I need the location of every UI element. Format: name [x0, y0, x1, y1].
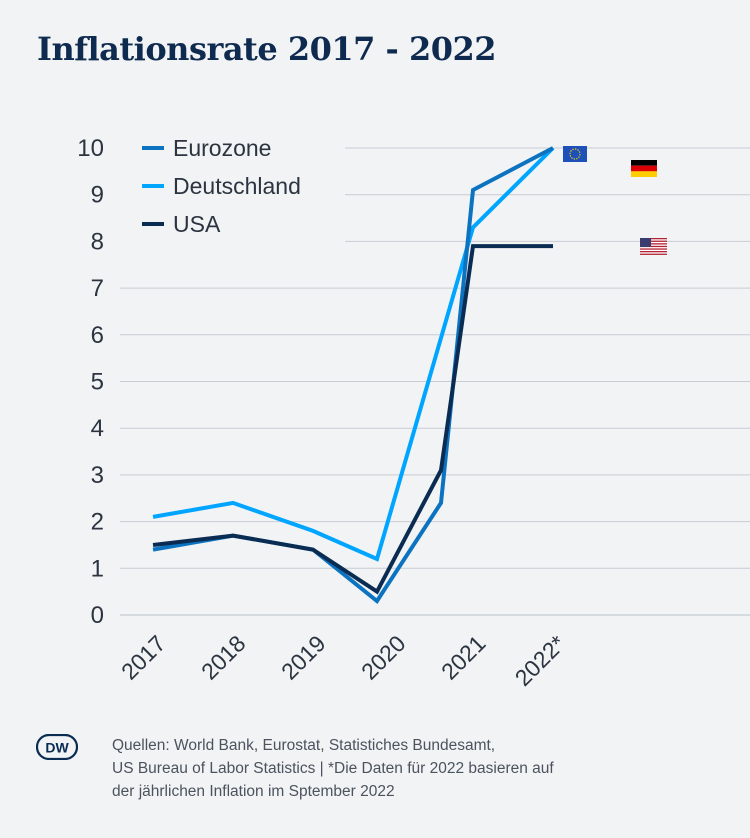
legend-label: Deutschland: [173, 173, 301, 199]
chart-legend: Eurozone Deutschland USA: [142, 135, 301, 237]
legend-label: Eurozone: [173, 135, 271, 161]
x-tick-label: 2018: [196, 630, 251, 685]
source-line-3: der jährlichen Inflation im Sptember 202…: [112, 783, 395, 800]
de-flag-icon: [631, 160, 657, 177]
x-tick-label: 2020: [356, 630, 411, 685]
x-tick-label: 2019: [276, 630, 331, 685]
dw-logo-text: DW: [45, 740, 69, 756]
x-tick-label: 2021: [436, 630, 491, 685]
y-tick-label: 0: [91, 602, 104, 629]
y-tick-label: 2: [91, 509, 104, 536]
eu-flag-icon: [563, 146, 587, 162]
y-tick-label: 3: [91, 462, 104, 489]
us-flag-icon: [640, 238, 667, 255]
y-tick-label: 6: [91, 322, 104, 349]
source-line-2: US Bureau of Labor Statistics | *Die Dat…: [112, 760, 554, 777]
y-tick-label: 5: [91, 369, 104, 396]
y-axis-ticks: 0 1 2 3 4 5 6 7 8 9 10: [77, 135, 104, 629]
chart-title: Inflationsrate 2017 - 2022: [37, 30, 497, 68]
source-line-1: Quellen: World Bank, Eurostat, Statistic…: [112, 737, 496, 754]
x-tick-label: 2022*: [510, 630, 571, 691]
source-note: Quellen: World Bank, Eurostat, Statistic…: [112, 734, 732, 803]
y-tick-label: 1: [91, 555, 104, 582]
x-tick-label: 2017: [116, 630, 171, 685]
series-flags: [563, 146, 667, 255]
y-tick-label: 7: [91, 275, 104, 302]
x-axis-ticks: 2017 2018 2019 2020 2021 2022*: [116, 630, 571, 691]
y-tick-label: 9: [91, 182, 104, 209]
legend-label: USA: [173, 211, 221, 237]
series-line-deutschland: [152, 146, 555, 562]
chart-series: [152, 146, 555, 604]
y-tick-label: 8: [91, 228, 104, 255]
y-tick-label: 4: [91, 415, 104, 442]
dw-logo-icon: DW: [36, 734, 78, 760]
y-tick-label: 10: [77, 135, 104, 162]
chart-grid: [120, 147, 750, 616]
line-chart: 0 1 2 3 4 5 6 7 8 9 10 2017 2018 2019 2020 2021 2022* E…: [77, 135, 750, 691]
series-line-usa: [152, 244, 553, 595]
